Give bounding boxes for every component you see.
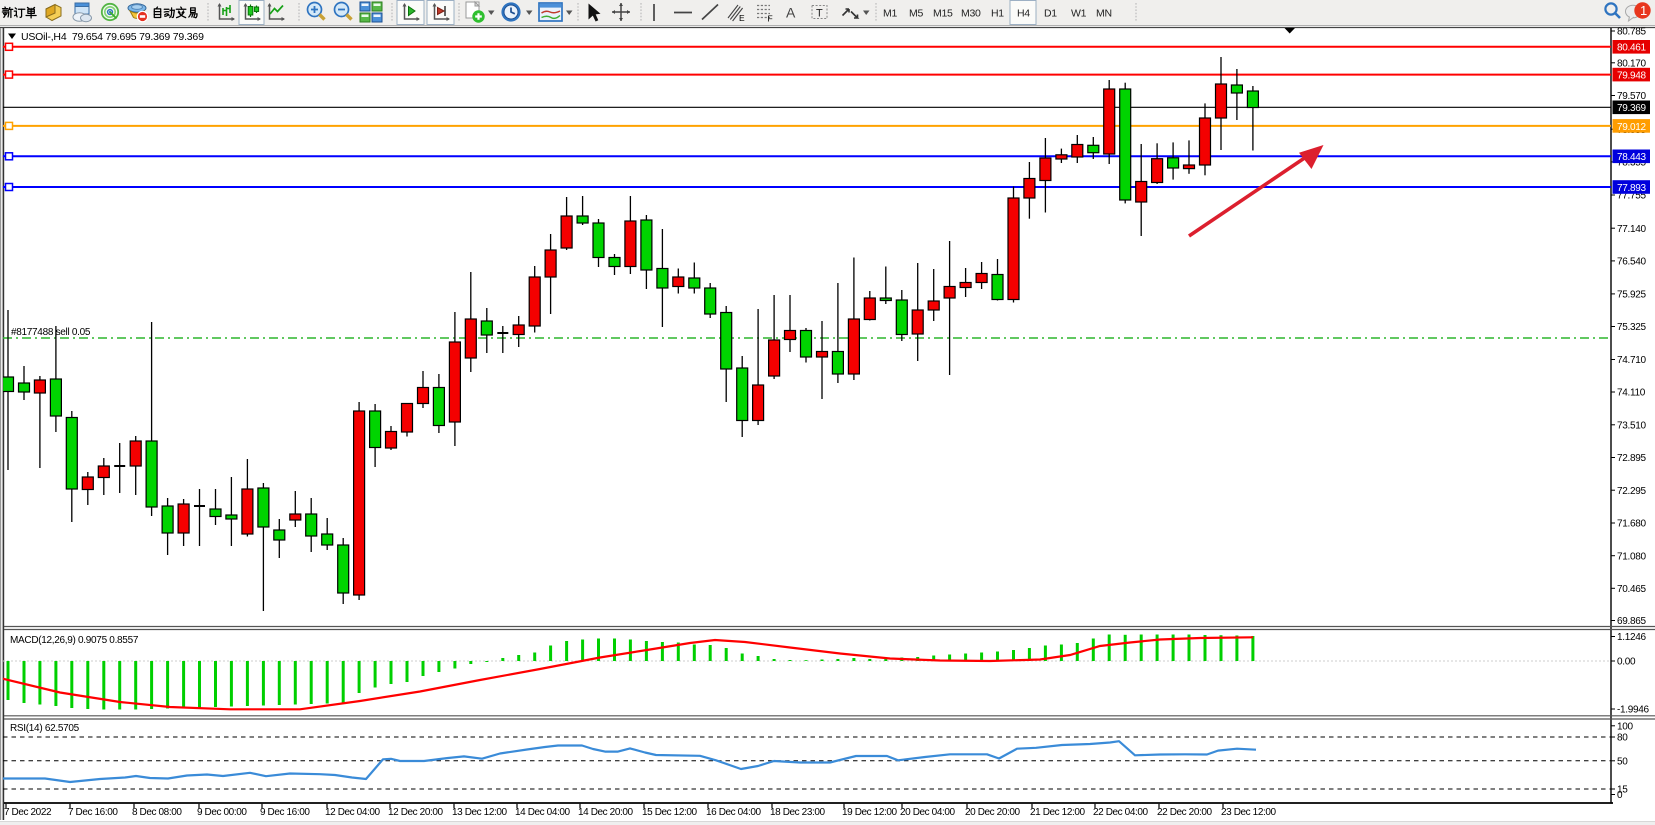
svg-text:1: 1 [1640,3,1647,18]
svg-text:14 Dec 20:00: 14 Dec 20:00 [578,807,634,818]
svg-text:15: 15 [1617,785,1628,796]
svg-text:D1: D1 [1044,8,1057,20]
svg-text:20 Dec 04:00: 20 Dec 04:00 [900,807,956,818]
svg-text:77.140: 77.140 [1617,224,1647,235]
svg-text:0: 0 [1617,790,1623,801]
svg-text:14 Dec 04:00: 14 Dec 04:00 [515,807,571,818]
svg-text:T: T [816,8,823,20]
svg-text:69.865: 69.865 [1617,616,1647,627]
svg-text:MACD(12,26,9) 0.9075 0.8557: MACD(12,26,9) 0.9075 0.8557 [10,635,139,646]
svg-text:72.295: 72.295 [1617,486,1647,497]
svg-text:50: 50 [1617,757,1628,768]
svg-text:USOil-,H4 79.654 79.695 79.36: USOil-,H4 79.654 79.695 79.369 79.369 [21,31,204,43]
svg-text:9 Dec 16:00: 9 Dec 16:00 [260,807,310,818]
svg-text:75.325: 75.325 [1617,322,1647,333]
svg-text:75.925: 75.925 [1617,290,1647,301]
svg-text:12 Dec 04:00: 12 Dec 04:00 [325,807,381,818]
svg-text:12 Dec 20:00: 12 Dec 20:00 [388,807,444,818]
svg-text:21 Dec 12:00: 21 Dec 12:00 [1030,807,1086,818]
svg-text:77.893: 77.893 [1617,183,1647,194]
svg-text:#8177488 sell 0.05: #8177488 sell 0.05 [11,327,91,338]
svg-text:19 Dec 12:00: 19 Dec 12:00 [842,807,898,818]
svg-text:80.170: 80.170 [1617,59,1647,70]
svg-text:A: A [786,5,796,21]
svg-text:M30: M30 [961,8,981,20]
svg-text:M15: M15 [933,8,953,20]
svg-text:78.443: 78.443 [1617,152,1647,163]
svg-text:22 Dec 04:00: 22 Dec 04:00 [1093,807,1149,818]
svg-text:F: F [768,14,773,24]
svg-text:M1: M1 [883,8,897,20]
svg-text:79.570: 79.570 [1617,91,1647,102]
svg-text:74.710: 74.710 [1617,355,1647,366]
svg-text:0.00: 0.00 [1617,657,1636,668]
svg-text:73.510: 73.510 [1617,421,1647,432]
svg-text:80.461: 80.461 [1617,43,1647,54]
svg-text:20 Dec 20:00: 20 Dec 20:00 [965,807,1021,818]
svg-text:RSI(14) 62.5705: RSI(14) 62.5705 [10,723,80,734]
svg-text:7 Dec 16:00: 7 Dec 16:00 [68,807,118,818]
svg-text:H4: H4 [1017,8,1030,20]
svg-text:100: 100 [1617,722,1634,733]
svg-text:77.755: 77.755 [1617,191,1647,202]
svg-text:23 Dec 12:00: 23 Dec 12:00 [1221,807,1277,818]
svg-text:79.012: 79.012 [1617,122,1647,133]
svg-text:1.1246: 1.1246 [1617,632,1647,643]
svg-text:7 Dec 2022: 7 Dec 2022 [4,807,52,818]
svg-text:76.540: 76.540 [1617,257,1647,268]
svg-text:80.785: 80.785 [1617,27,1647,38]
svg-text:E: E [739,13,745,23]
svg-text:W1: W1 [1071,8,1087,20]
svg-text:9 Dec 00:00: 9 Dec 00:00 [197,807,247,818]
svg-text:22 Dec 20:00: 22 Dec 20:00 [1157,807,1213,818]
svg-text:13 Dec 12:00: 13 Dec 12:00 [452,807,508,818]
svg-text:70.465: 70.465 [1617,584,1647,595]
svg-text:-1.9946: -1.9946 [1617,705,1650,716]
svg-text:18 Dec 23:00: 18 Dec 23:00 [770,807,826,818]
svg-text:15 Dec 12:00: 15 Dec 12:00 [642,807,698,818]
svg-text:16 Dec 04:00: 16 Dec 04:00 [706,807,762,818]
svg-text:74.110: 74.110 [1617,388,1646,399]
svg-text:71.680: 71.680 [1617,519,1647,530]
svg-text:80: 80 [1617,733,1628,744]
svg-text:8 Dec 08:00: 8 Dec 08:00 [132,807,182,818]
svg-text:MN: MN [1096,8,1112,20]
svg-text:H1: H1 [991,8,1004,20]
svg-text:71.080: 71.080 [1617,551,1647,562]
svg-text:79.369: 79.369 [1617,103,1647,114]
svg-text:72.895: 72.895 [1617,453,1647,464]
svg-text:M5: M5 [909,8,923,20]
svg-text:79.948: 79.948 [1617,71,1647,82]
